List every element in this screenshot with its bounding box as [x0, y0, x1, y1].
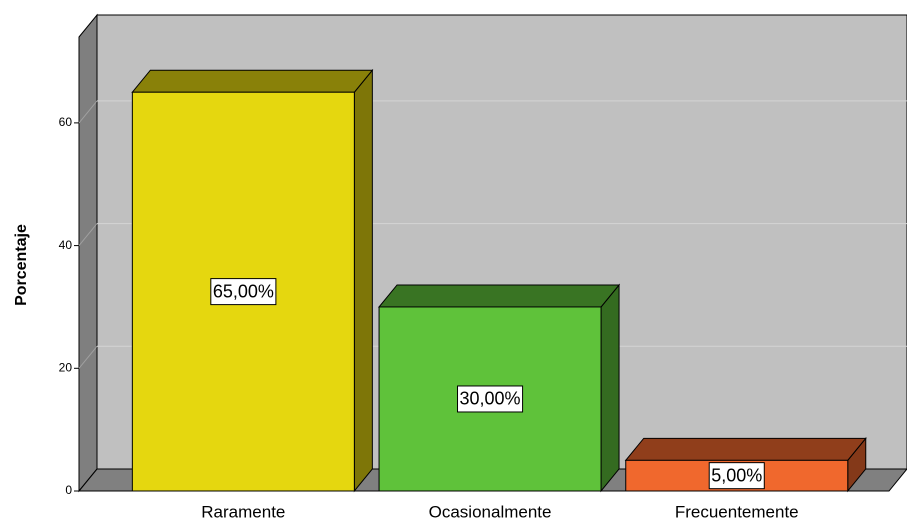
y-tick-label: 60	[59, 115, 73, 129]
grid-line	[78, 345, 98, 369]
y-tick-label: 40	[59, 238, 73, 252]
x-tick-label: Raramente	[201, 502, 285, 521]
bar-side	[600, 283, 620, 493]
bar-top	[131, 69, 374, 93]
x-tick-label: Ocasionalmente	[429, 502, 552, 521]
bar-top	[624, 437, 867, 461]
y-axis-label: Porcentaje	[13, 224, 30, 306]
y-tick-label: 0	[65, 483, 72, 497]
value-label-box	[457, 385, 524, 413]
value-label: 65,00%	[213, 281, 274, 301]
value-label: 30,00%	[460, 389, 521, 409]
x-tick-label: Frecuentemente	[675, 502, 799, 521]
y-tick-label: 20	[59, 360, 73, 374]
grid-line	[78, 223, 98, 246]
value-label-box	[210, 278, 277, 306]
grid-line	[78, 100, 98, 124]
bar-side	[353, 68, 373, 493]
left-wall	[78, 13, 98, 493]
value-label-box	[708, 462, 765, 490]
bar-top	[377, 284, 621, 308]
value-label: 5,00%	[711, 465, 762, 485]
